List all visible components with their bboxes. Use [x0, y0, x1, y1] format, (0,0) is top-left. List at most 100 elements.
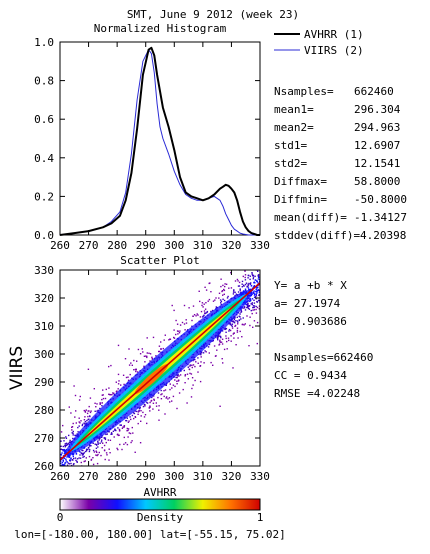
scatter-point	[114, 436, 115, 437]
scatter-point	[72, 467, 73, 468]
scatter-point	[144, 404, 145, 405]
scatter-point	[191, 365, 192, 366]
regression-b: b= 0.903686	[274, 315, 347, 328]
scatter-point	[77, 431, 78, 432]
scatter-point	[248, 275, 249, 276]
scatter-point	[201, 356, 202, 357]
scatter-point	[61, 449, 62, 450]
histogram-viirs-line	[60, 50, 260, 235]
scatter-point	[258, 278, 259, 279]
scatter-point	[238, 291, 239, 292]
scatter-point	[62, 488, 63, 489]
scatter-point	[151, 400, 152, 401]
scatter-point	[87, 413, 88, 414]
scatter-point	[228, 288, 229, 289]
histogram-y-tick-label: 1.0	[34, 36, 54, 49]
legend-viirs-label: VIIRS (2)	[304, 44, 364, 57]
scatter-point	[123, 375, 124, 376]
scatter-point	[110, 440, 111, 441]
scatter-point	[68, 435, 69, 436]
scatter-point	[203, 315, 204, 316]
scatter-point	[254, 309, 255, 310]
scatter-point	[210, 291, 211, 292]
scatter-point	[102, 389, 103, 390]
scatter-point	[218, 297, 219, 298]
scatter-point	[239, 282, 240, 283]
scatter-point	[64, 451, 65, 452]
scatter-point	[127, 444, 128, 445]
histogram-series	[60, 48, 260, 235]
scatter-point	[83, 454, 84, 455]
scatter-point	[250, 284, 251, 285]
scatter-point	[93, 450, 94, 451]
scatter-point	[221, 301, 222, 302]
scatter-point	[166, 397, 167, 398]
scatter-point	[256, 294, 257, 295]
scatter-point	[63, 446, 64, 447]
scatter-point	[165, 335, 166, 336]
scatter-point	[222, 299, 223, 300]
scatter-point	[242, 281, 243, 282]
stat-label: std2=	[274, 157, 307, 170]
scatter-point	[222, 358, 223, 359]
scatter-point	[152, 408, 153, 409]
scatter-point	[233, 291, 234, 292]
scatter-point	[78, 457, 79, 458]
scatter-point	[221, 291, 222, 292]
scatter-point	[251, 285, 252, 286]
scatter-point	[206, 312, 207, 313]
scatter-point	[233, 293, 234, 294]
scatter-point	[246, 315, 247, 316]
scatter-point	[85, 411, 86, 412]
scatter-point	[256, 292, 257, 293]
scatter-point	[101, 405, 102, 406]
scatter-point	[116, 448, 117, 449]
scatter-point	[60, 446, 61, 447]
scatter-point	[140, 442, 141, 443]
scatter-point	[233, 321, 234, 322]
stat-label: Diffmin=	[274, 193, 327, 206]
scatter-x-tick-label: 290	[136, 470, 156, 483]
scatter-point	[107, 433, 108, 434]
scatter-point	[252, 309, 253, 310]
scatter-point	[70, 412, 71, 413]
scatter-point	[253, 290, 254, 291]
scatter-point	[192, 384, 193, 385]
scatter-point	[186, 319, 187, 320]
scatter-point	[156, 402, 157, 403]
scatter-point	[99, 443, 100, 444]
scatter-point	[104, 438, 105, 439]
scatter-point	[117, 434, 118, 435]
scatter-point	[257, 262, 258, 263]
scatter-point	[120, 425, 121, 426]
scatter-point	[110, 434, 111, 435]
scatter-point	[169, 401, 170, 402]
scatter-point	[124, 425, 125, 426]
scatter-point	[88, 410, 89, 411]
scatter-point	[156, 406, 157, 407]
scatter-point	[66, 443, 67, 444]
scatter-x-tick-label: 330	[250, 470, 270, 483]
scatter-point	[173, 337, 174, 338]
scatter-point	[144, 416, 145, 417]
scatter-point	[146, 423, 147, 424]
scatter-point	[200, 381, 201, 382]
scatter-point	[178, 380, 179, 381]
scatter-point	[139, 408, 140, 409]
scatter-point	[105, 439, 106, 440]
regression-rmse: RMSE =4.02248	[274, 387, 360, 400]
scatter-point	[184, 305, 185, 306]
scatter-point	[225, 332, 226, 333]
scatter-x-tick-label: 300	[164, 470, 184, 483]
scatter-point	[222, 285, 223, 286]
scatter-point	[96, 452, 97, 453]
scatter-point	[80, 458, 81, 459]
scatter-point	[235, 280, 236, 281]
scatter-point	[104, 445, 105, 446]
scatter-point	[206, 289, 207, 290]
scatter-point	[79, 399, 80, 400]
scatter-point	[198, 363, 199, 364]
scatter-point	[73, 423, 74, 424]
scatter-point	[86, 409, 87, 410]
scatter-point	[237, 328, 238, 329]
